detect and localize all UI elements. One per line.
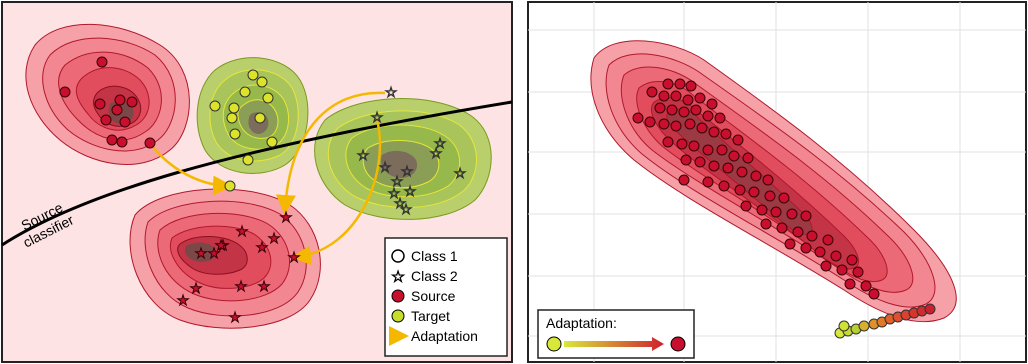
adaptation-trail: [834, 303, 936, 339]
legend-source: Source: [411, 288, 456, 304]
svg-text:★: ★: [229, 309, 242, 325]
legend-target: Target: [411, 308, 450, 324]
target-marker: [391, 309, 405, 323]
adaptation-end-marker: [670, 336, 686, 352]
svg-text:☆: ☆: [404, 183, 417, 199]
adaptation-gradient-arrow-icon: [564, 337, 664, 351]
svg-text:☆: ☆: [454, 165, 467, 181]
adaptation-arrows: [148, 91, 386, 266]
svg-text:☆: ☆: [388, 185, 401, 201]
svg-text:★: ★: [288, 249, 301, 265]
svg-text:★: ★: [195, 245, 208, 261]
svg-text:☆: ☆: [379, 159, 392, 175]
source-points: [632, 78, 880, 300]
class2-marker-icon: ☆: [391, 269, 405, 286]
svg-text:☆: ☆: [385, 84, 398, 100]
right-panel: Adaptation:: [527, 1, 1027, 363]
svg-text:★: ★: [268, 230, 281, 246]
source-classifier-curve: [1, 100, 513, 247]
left-panel: Source classifier ☆☆☆ ☆☆☆ ☆☆☆ ☆☆☆ ☆ ★★★ …: [1, 1, 513, 363]
svg-text:★: ★: [208, 245, 221, 261]
svg-text:★: ★: [217, 237, 230, 253]
svg-text:★: ★: [280, 209, 293, 225]
legend-class2: Class 2: [411, 268, 458, 284]
source-blob-top: [25, 23, 190, 165]
svg-text:☆: ☆: [357, 147, 370, 163]
svg-text:★: ★: [235, 278, 248, 294]
adaptation-legend-title: Adaptation:: [546, 315, 617, 331]
target-points-top: [209, 69, 278, 192]
svg-text:★: ★: [256, 239, 269, 255]
svg-text:★: ★: [215, 237, 228, 253]
source-stars-bottom: ★★★ ★★★ ★★★ ★ ★ ★ ★★: [176, 209, 301, 326]
svg-text:☆: ☆: [401, 163, 414, 179]
svg-text:★: ★: [177, 292, 190, 308]
svg-text:☆: ☆: [434, 135, 447, 151]
legend-adaptation: Adaptation: [411, 328, 478, 344]
svg-text:☆: ☆: [391, 173, 404, 189]
svg-text:☆: ☆: [371, 109, 384, 125]
legend-class1: Class 1: [411, 248, 458, 264]
adaptation-legend: Adaptation:: [537, 309, 695, 359]
svg-text:★: ★: [190, 280, 203, 296]
svg-text:☆: ☆: [430, 145, 443, 161]
svg-text:☆: ☆: [394, 195, 407, 211]
source-marker: [391, 289, 405, 303]
source-points-top: [59, 56, 156, 149]
class1-marker: [391, 249, 405, 263]
svg-text:★: ★: [258, 278, 271, 294]
adaptation-start-marker: [546, 336, 562, 352]
source-blob-bottom: [129, 188, 321, 329]
target-stars-right: ☆☆☆ ☆☆☆ ☆☆☆ ☆☆☆ ☆: [356, 84, 467, 218]
left-legend: Class 1 ☆ Class 2 Source Target Adaptati…: [384, 237, 508, 357]
svg-text:★: ★: [236, 223, 249, 239]
svg-text:☆: ☆: [400, 201, 413, 217]
